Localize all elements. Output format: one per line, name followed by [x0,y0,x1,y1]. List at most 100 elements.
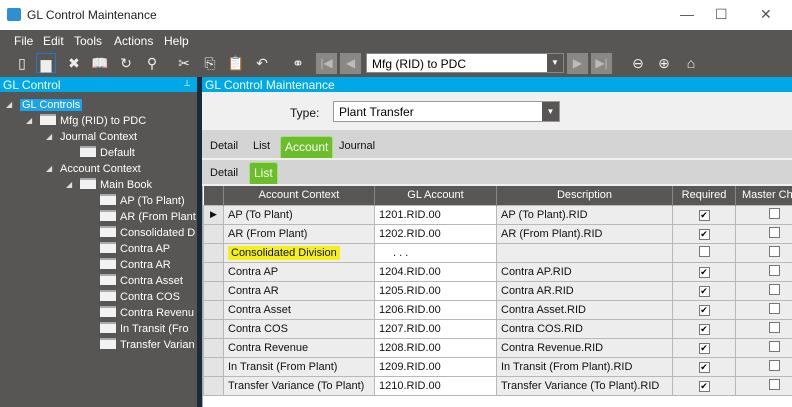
account-context-cell[interactable]: AP (To Plant) [223,204,375,225]
column-header[interactable]: GL Account [374,186,497,205]
description-cell[interactable]: Contra Revenue.RID [496,337,673,358]
required-checkbox[interactable]: ✔ [698,380,710,392]
account-context-cell[interactable]: In Transit (From Plant) [223,356,375,377]
tab-journal[interactable]: Journal [339,140,376,152]
description-cell[interactable]: Contra COS.RID [496,318,673,339]
description-cell[interactable]: Contra AP.RID [496,261,673,282]
expand-icon[interactable]: ◢ [46,164,53,173]
menu-tools[interactable]: Tools [74,34,103,48]
gl-account-cell[interactable]: . . . [374,242,497,263]
row-header[interactable] [203,318,224,339]
description-cell[interactable]: Contra Asset.RID [496,299,673,320]
minimize-button[interactable]: — [680,6,694,22]
gl-account-cell[interactable]: 1210.RID.00 [374,375,497,396]
master-checkbox[interactable] [768,378,780,390]
close-button[interactable]: ✕ [760,6,772,22]
menu-file[interactable]: File [14,34,34,48]
row-header[interactable]: ▶ [203,204,224,225]
row-header[interactable] [203,337,224,358]
description-cell[interactable]: In Transit (From Plant).RID [496,356,673,377]
cut-icon[interactable]: ✂ [178,55,190,71]
expand-icon[interactable]: ◢ [26,116,33,125]
account-context-cell[interactable]: Contra Asset [223,299,375,320]
master-checkbox[interactable] [768,302,780,314]
type-select[interactable]: Plant Transfer ▼ [333,101,560,122]
description-cell[interactable]: AR (From Plant).RID [496,223,673,244]
record-combo[interactable]: Mfg (RID) to PDC ▼ [366,53,564,73]
table-row[interactable]: Consolidated Division . . . [203,242,792,263]
first-record-button[interactable]: |◀ [316,53,337,74]
table-row[interactable]: AR (From Plant) 1202.RID.00 AR (From Pla… [203,223,792,244]
column-header[interactable]: Account Context [223,186,375,205]
required-checkbox[interactable]: ✔ [698,361,710,373]
search-icon[interactable]: ⚭ [292,55,304,71]
table-row[interactable]: Contra Asset 1206.RID.00 Contra Asset.RI… [203,299,792,320]
table-row[interactable]: Transfer Variance (To Plant) 1210.RID.00… [203,375,792,396]
table-row[interactable]: In Transit (From Plant) 1209.RID.00 In T… [203,356,792,377]
description-cell[interactable]: Transfer Variance (To Plant).RID [496,375,673,396]
subtab-list[interactable]: List [249,162,278,184]
row-header[interactable] [203,299,224,320]
table-row[interactable]: ▶ AP (To Plant) 1201.RID.00 AP (To Plant… [203,204,792,225]
master-checkbox[interactable] [768,226,780,238]
master-checkbox[interactable] [768,321,780,333]
required-checkbox[interactable]: ✔ [698,285,710,297]
save-icon[interactable]: ▆ [36,53,56,73]
gl-account-cell[interactable]: 1207.RID.00 [374,318,497,339]
row-header[interactable] [203,280,224,301]
required-checkbox[interactable]: ✔ [698,266,710,278]
clear-icon[interactable]: ⚲ [146,55,158,71]
required-checkbox[interactable] [698,245,710,257]
next-record-button[interactable]: ▶ [567,53,588,74]
tab-list[interactable]: List [253,140,271,152]
last-record-button[interactable]: ▶| [591,53,612,74]
table-row[interactable]: Contra COS 1207.RID.00 Contra COS.RID ✔ [203,318,792,339]
column-header[interactable]: Description [496,186,673,205]
tab-detail[interactable]: Detail [210,140,239,152]
chevron-down-icon[interactable]: ▼ [542,102,559,121]
expand-icon[interactable]: ◢ [46,132,53,141]
previous-record-button[interactable]: ◀ [340,53,361,74]
forward-icon[interactable]: ⊕ [658,55,670,71]
required-checkbox[interactable]: ✔ [698,209,710,221]
copy-icon[interactable]: ⎘ [204,55,216,71]
master-checkbox[interactable] [768,245,780,257]
maximize-button[interactable]: ☐ [715,6,728,22]
back-icon[interactable]: ⊖ [632,55,644,71]
subtab-detail[interactable]: Detail [210,167,239,179]
row-header[interactable] [203,356,224,377]
menu-help[interactable]: Help [164,34,189,48]
panel-splitter[interactable] [197,77,202,407]
master-checkbox[interactable] [768,264,780,276]
expand-icon[interactable]: ◢ [6,100,13,109]
column-header[interactable]: Required [672,186,736,205]
gl-account-cell[interactable]: 1209.RID.00 [374,356,497,377]
delete-icon[interactable]: ✖ [68,55,80,71]
account-context-cell[interactable]: Contra COS [223,318,375,339]
refresh-icon[interactable]: ↻ [120,55,132,71]
chevron-down-icon[interactable]: ▼ [547,54,563,72]
required-checkbox[interactable]: ✔ [698,342,710,354]
undo-icon[interactable]: ↶ [256,55,268,71]
home-icon[interactable]: ⌂ [686,55,696,71]
gl-account-cell[interactable]: 1202.RID.00 [374,223,497,244]
account-context-cell[interactable]: AR (From Plant) [223,223,375,244]
master-checkbox[interactable] [768,359,780,371]
table-row[interactable]: Contra AP 1204.RID.00 Contra AP.RID ✔ [203,261,792,282]
tab-account[interactable]: Account [280,136,334,158]
gl-account-cell[interactable]: 1208.RID.00 [374,337,497,358]
required-checkbox[interactable]: ✔ [698,228,710,240]
master-checkbox[interactable] [768,340,780,352]
gl-account-cell[interactable]: 1206.RID.00 [374,299,497,320]
row-header[interactable] [203,375,224,396]
gl-account-cell[interactable]: 1204.RID.00 [374,261,497,282]
table-row[interactable]: Contra AR 1205.RID.00 Contra AR.RID ✔ [203,280,792,301]
account-context-cell[interactable]: Contra AR [223,280,375,301]
row-header[interactable] [203,261,224,282]
account-context-cell[interactable]: Transfer Variance (To Plant) [223,375,375,396]
expand-icon[interactable]: ◢ [66,180,73,189]
account-context-cell[interactable]: Consolidated Division [223,242,375,263]
column-header[interactable]: Master Ch [735,186,792,205]
new-icon[interactable]: ▯ [18,55,26,71]
master-checkbox[interactable] [768,207,780,219]
